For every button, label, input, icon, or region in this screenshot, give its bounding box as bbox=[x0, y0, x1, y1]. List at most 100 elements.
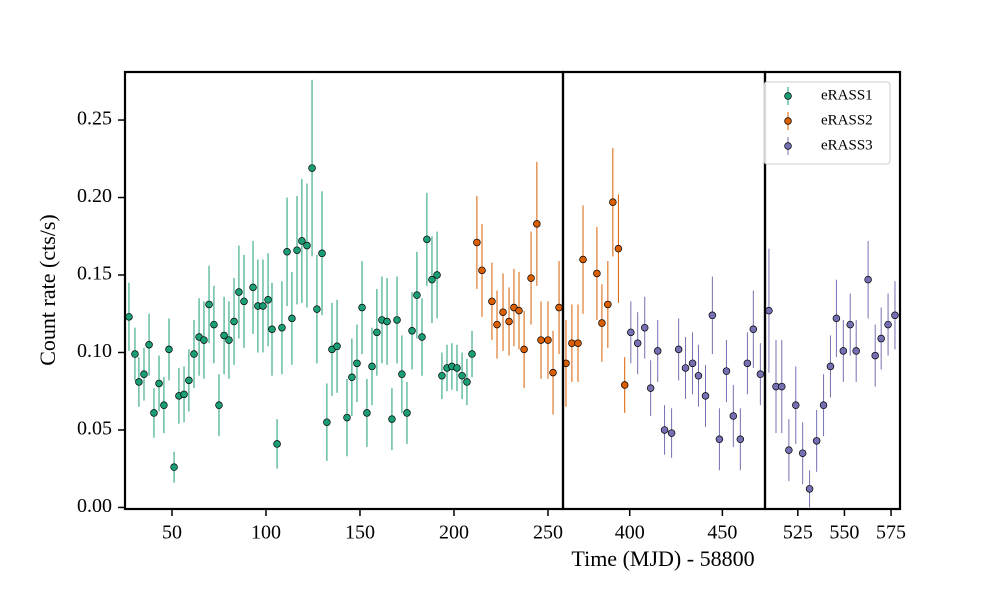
data-point bbox=[235, 288, 243, 296]
legend-marker bbox=[784, 92, 792, 100]
data-point bbox=[348, 373, 356, 382]
series bbox=[125, 79, 476, 483]
data-point bbox=[653, 347, 662, 355]
data-point bbox=[353, 359, 361, 368]
data-point bbox=[240, 297, 248, 306]
data-point bbox=[614, 244, 623, 253]
data-point bbox=[140, 370, 148, 378]
data-point bbox=[537, 336, 545, 344]
data-point bbox=[368, 362, 376, 371]
legend-label: eRASS2 bbox=[821, 112, 873, 128]
data-point bbox=[812, 437, 821, 445]
data-point bbox=[363, 409, 371, 417]
data-point bbox=[593, 269, 601, 278]
data-point bbox=[190, 350, 198, 358]
data-point bbox=[819, 401, 828, 409]
data-point bbox=[318, 249, 326, 258]
data-point bbox=[715, 435, 724, 444]
data-point bbox=[408, 327, 416, 335]
legend-label: eRASS1 bbox=[821, 87, 873, 103]
data-point bbox=[640, 323, 649, 332]
data-point bbox=[756, 370, 765, 378]
data-point bbox=[527, 274, 535, 282]
data-point bbox=[627, 328, 635, 337]
data-point bbox=[230, 317, 238, 326]
data-point bbox=[273, 440, 281, 448]
data-point bbox=[785, 446, 793, 454]
data-point bbox=[533, 220, 541, 228]
data-point bbox=[620, 381, 629, 389]
data-point bbox=[722, 367, 731, 375]
data-point bbox=[520, 345, 528, 354]
data-point bbox=[165, 345, 173, 354]
data-point bbox=[473, 238, 481, 247]
data-point bbox=[388, 415, 396, 423]
data-point bbox=[488, 297, 496, 306]
x-tick-label: 100 bbox=[251, 522, 281, 544]
data-point bbox=[150, 409, 158, 417]
data-point bbox=[778, 382, 786, 391]
data-point bbox=[549, 368, 557, 377]
data-point bbox=[433, 271, 441, 279]
y-tick-label: 0.15 bbox=[77, 263, 112, 285]
data-point bbox=[160, 401, 168, 409]
data-point bbox=[688, 359, 697, 368]
data-point bbox=[555, 303, 563, 312]
data-point bbox=[864, 275, 872, 284]
x-tick-label: 50 bbox=[162, 522, 182, 544]
data-point bbox=[701, 392, 710, 400]
y-tick-label: 0.10 bbox=[77, 340, 112, 362]
y-tick-label: 0.25 bbox=[77, 108, 112, 130]
data-point bbox=[604, 300, 612, 309]
data-point bbox=[323, 418, 331, 426]
x-tick-label: 400 bbox=[615, 522, 645, 544]
data-point bbox=[303, 241, 311, 250]
data-point bbox=[343, 413, 351, 422]
data-point bbox=[478, 266, 486, 275]
data-point bbox=[633, 339, 642, 347]
x-tick-label: 150 bbox=[345, 522, 375, 544]
data-point bbox=[871, 351, 879, 360]
data-point bbox=[453, 364, 461, 372]
legend-marker bbox=[784, 117, 792, 125]
series bbox=[473, 147, 629, 415]
data-point bbox=[268, 325, 276, 333]
data-point bbox=[373, 328, 381, 337]
data-point bbox=[398, 370, 406, 378]
data-point bbox=[293, 246, 301, 254]
data-point bbox=[839, 347, 848, 355]
data-point bbox=[505, 317, 513, 326]
data-point bbox=[765, 306, 773, 315]
data-point bbox=[423, 235, 431, 244]
data-point bbox=[574, 339, 582, 347]
data-point bbox=[598, 319, 606, 327]
data-point bbox=[674, 345, 683, 354]
x-tick-label: 550 bbox=[829, 522, 859, 544]
data-point bbox=[493, 320, 501, 329]
data-point bbox=[743, 359, 752, 368]
data-point bbox=[499, 308, 507, 316]
y-tick-label: 0.05 bbox=[77, 418, 112, 440]
data-point bbox=[579, 255, 587, 264]
data-point bbox=[646, 384, 655, 392]
data-point bbox=[708, 311, 717, 320]
data-point bbox=[428, 275, 436, 284]
data-point bbox=[458, 371, 466, 380]
data-point bbox=[259, 302, 267, 310]
data-point bbox=[288, 314, 296, 323]
data-point bbox=[792, 401, 800, 409]
data-point bbox=[283, 248, 291, 256]
data-point bbox=[180, 390, 188, 399]
x-tick-label: 200 bbox=[439, 522, 469, 544]
data-point bbox=[135, 378, 143, 386]
data-point bbox=[877, 334, 885, 343]
data-point bbox=[298, 237, 306, 245]
data-point bbox=[333, 342, 341, 351]
data-point bbox=[403, 409, 411, 417]
x-tick-label: 450 bbox=[707, 522, 737, 544]
data-point bbox=[852, 347, 860, 355]
data-point bbox=[264, 296, 272, 304]
x-tick-label: 575 bbox=[876, 522, 906, 544]
legend-marker bbox=[784, 142, 792, 150]
